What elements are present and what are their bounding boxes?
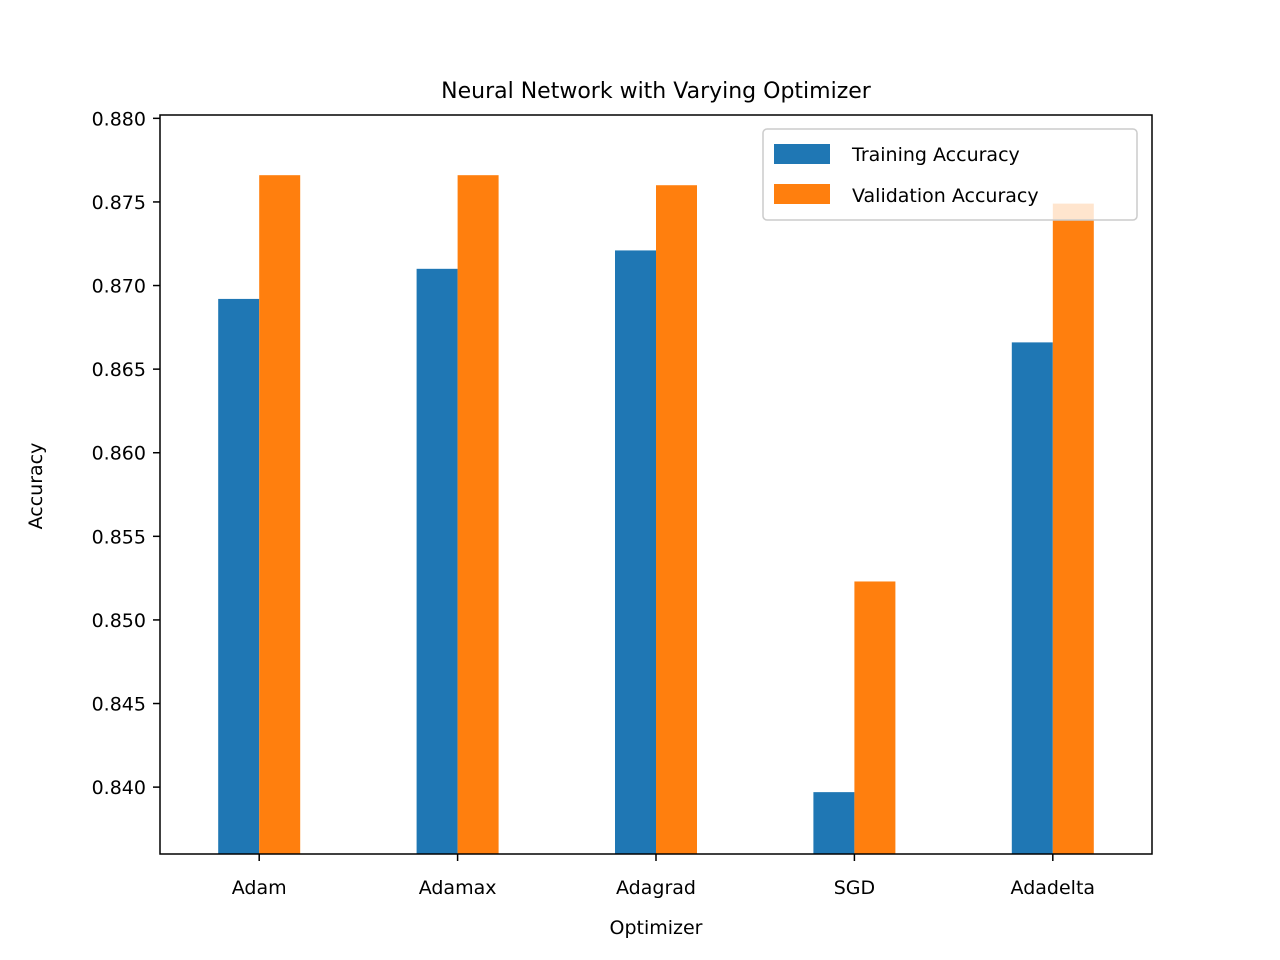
y-tick-label: 0.850 bbox=[92, 610, 146, 632]
legend-swatch-training bbox=[774, 144, 830, 164]
y-tick-label: 0.875 bbox=[92, 192, 146, 214]
bar-training-adagrad bbox=[615, 250, 656, 854]
bar-training-adamax bbox=[416, 268, 458, 855]
chart-title: Neural Network with Varying Optimizer bbox=[441, 79, 872, 104]
y-tick-label: 0.870 bbox=[92, 276, 146, 298]
x-tick-label-sgd: SGD bbox=[834, 877, 875, 899]
y-tick-label: 0.880 bbox=[92, 108, 146, 130]
x-tick-label-adamax: Adamax bbox=[419, 877, 497, 899]
bar-validation-adam bbox=[259, 175, 301, 854]
bar-training-adam bbox=[218, 298, 260, 854]
bars-group bbox=[218, 175, 1094, 855]
y-tick-label: 0.845 bbox=[92, 694, 146, 716]
bar-validation-adagrad bbox=[656, 185, 697, 854]
y-tick-label: 0.865 bbox=[92, 359, 146, 381]
plot-frame bbox=[159, 114, 1153, 855]
y-axis-label: Accuracy bbox=[25, 443, 47, 530]
y-tick-label: 0.840 bbox=[92, 777, 146, 799]
legend-label-validation: Validation Accuracy bbox=[852, 185, 1039, 207]
bar-training-adadelta bbox=[1011, 342, 1053, 854]
y-tick-label: 0.860 bbox=[92, 443, 146, 465]
legend: Training Accuracy Validation Accuracy bbox=[762, 128, 1138, 221]
y-tick-label: 0.855 bbox=[92, 526, 146, 548]
bar-validation-sgd bbox=[854, 581, 896, 854]
x-axis: Adam Adamax Adagrad SGD Adadelta bbox=[232, 854, 1095, 899]
bar-validation-adamax bbox=[457, 175, 499, 854]
bar-training-sgd bbox=[813, 792, 855, 854]
legend-box bbox=[762, 128, 1138, 221]
legend-label-training: Training Accuracy bbox=[851, 144, 1020, 166]
x-tick-label-adam: Adam bbox=[232, 877, 287, 899]
x-tick-label-adadelta: Adadelta bbox=[1011, 877, 1096, 899]
bar-validation-adadelta bbox=[1052, 203, 1094, 854]
legend-swatch-validation bbox=[774, 184, 830, 204]
x-axis-label: Optimizer bbox=[609, 917, 702, 939]
y-axis: 0.840 0.845 0.850 0.855 0.860 0.865 0.870 0.875… bbox=[92, 108, 160, 799]
x-tick-label-adagrad: Adagrad bbox=[616, 877, 696, 899]
